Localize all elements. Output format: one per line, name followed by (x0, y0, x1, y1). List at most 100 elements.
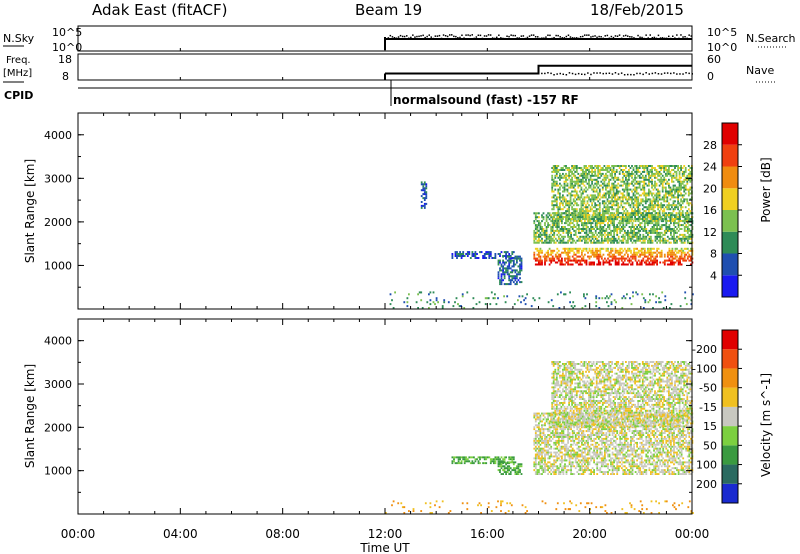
data-cell (594, 219, 597, 222)
data-cell (655, 184, 658, 187)
data-cell (506, 461, 509, 464)
data-cell (659, 239, 662, 242)
data-cell (591, 451, 594, 454)
data-cell (646, 216, 649, 218)
data-cell (534, 218, 537, 221)
data-cell (569, 182, 572, 185)
data-cell (628, 222, 631, 225)
data-cell (607, 216, 609, 219)
data-cell (620, 235, 623, 238)
data-cell (550, 257, 553, 260)
power-data (389, 165, 694, 309)
data-cell (406, 301, 409, 304)
data-cell (425, 195, 428, 198)
data-cell (563, 198, 566, 201)
data-cell (508, 253, 511, 255)
data-cell (508, 469, 511, 472)
data-cell (634, 178, 636, 181)
data-cell (456, 456, 458, 459)
data-cell (593, 228, 595, 230)
data-cell (560, 216, 563, 218)
data-cell (503, 273, 506, 276)
data-cell (620, 200, 623, 203)
data-cell (550, 439, 553, 442)
data-cell (559, 220, 562, 223)
data-cell (586, 206, 589, 209)
data-cell (557, 214, 560, 216)
data-cell (644, 196, 647, 199)
data-cell (564, 449, 566, 452)
data-cell (575, 192, 578, 195)
data-cell (673, 233, 675, 236)
data-cell (596, 434, 599, 436)
data-cell (652, 204, 655, 207)
data-cell (554, 439, 557, 442)
data-cell (597, 434, 600, 436)
data-cell (654, 180, 656, 183)
data-cell (548, 436, 551, 438)
data-cell (588, 169, 590, 171)
data-cell (675, 188, 678, 191)
data-cell (674, 253, 677, 256)
data-cell (511, 275, 514, 278)
data-cell (573, 416, 576, 419)
data-cell (675, 170, 678, 173)
nsky-dot (479, 34, 482, 37)
data-cell (607, 235, 609, 238)
data-cell (645, 261, 648, 264)
data-cell (570, 212, 572, 215)
data-cell (611, 172, 613, 175)
data-cell (500, 461, 503, 464)
nave-dot (645, 72, 647, 74)
data-cell (552, 184, 555, 187)
data-cell (670, 259, 672, 262)
data-cell (541, 226, 543, 228)
data-cell (639, 229, 642, 232)
data-cell (640, 202, 643, 205)
data-cell (582, 222, 585, 225)
data-cell (548, 233, 551, 236)
data-cell (637, 169, 640, 171)
data-cell (572, 169, 575, 171)
data-cell (640, 222, 643, 225)
data-cell (432, 301, 435, 304)
data-cell (559, 463, 562, 466)
data-cell (577, 219, 580, 222)
data-cell (489, 253, 492, 255)
freq-trace (384, 64, 693, 80)
data-cell (614, 257, 617, 260)
data-cell (595, 219, 598, 222)
data-cell (511, 251, 514, 254)
data-cell (579, 259, 582, 262)
data-cell (590, 241, 592, 244)
data-cell (664, 200, 667, 203)
data-cell (621, 192, 624, 195)
data-cell (637, 249, 640, 252)
data-cell (582, 437, 585, 440)
data-cell (658, 184, 661, 187)
data-cell (502, 265, 504, 268)
nsky-dot (659, 37, 662, 39)
data-cell (509, 267, 512, 270)
data-cell (642, 241, 645, 244)
data-cell (550, 231, 553, 234)
data-cell (580, 167, 583, 169)
data-cell (542, 441, 545, 444)
data-cell (660, 235, 663, 238)
data-cell (512, 257, 515, 259)
data-cell (600, 434, 603, 436)
data-cell (542, 255, 545, 258)
data-cell (651, 204, 653, 207)
data-cell (654, 228, 657, 230)
data-cell (608, 216, 610, 218)
data-cell (565, 443, 568, 446)
data-cell (562, 459, 565, 462)
data-cell (544, 424, 546, 427)
data-cell (559, 432, 562, 434)
data-cell (686, 176, 689, 179)
data-cell (616, 216, 619, 219)
data-cell (548, 455, 551, 458)
data-cell (582, 224, 585, 227)
data-cell (562, 176, 564, 179)
data-cell (557, 222, 560, 225)
